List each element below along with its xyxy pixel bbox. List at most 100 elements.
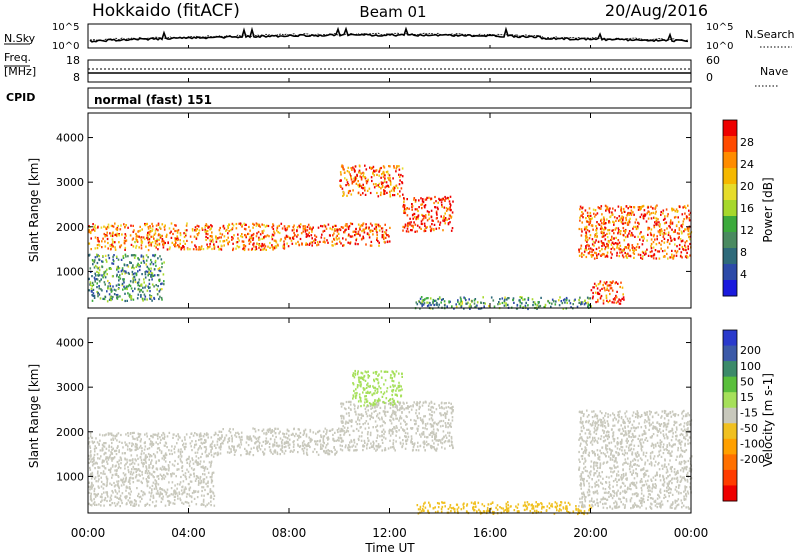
cpid-mode: normal (fast) 151 — [94, 93, 212, 107]
power-cbar-tick-1: 24 — [740, 158, 754, 171]
power-cbar-swatch-10 — [723, 280, 737, 297]
xtick-label-3: 12:00 — [372, 526, 407, 540]
noise-tick-bottom-right: 10^0 — [706, 41, 733, 52]
freq-tick-bottom: 8 — [73, 71, 80, 84]
xtick-label-4: 16:00 — [473, 526, 508, 540]
noise-tick-bottom-left: 10^0 — [52, 41, 79, 52]
vel-cbar-swatch-2 — [723, 361, 737, 378]
vel-cbar-swatch-3 — [723, 376, 737, 393]
vel-cbar-tick-2: 50 — [740, 375, 754, 388]
xtick-label-5: 20:00 — [573, 526, 608, 540]
vel-cbar-tick-7: -200 — [740, 453, 765, 466]
power-cbar-swatch-7 — [723, 232, 737, 249]
power-cbar-tick-0: 28 — [740, 136, 754, 149]
xaxis-label: Time UT — [364, 541, 415, 554]
power-region-5 — [402, 195, 454, 233]
power-cbar-tick-3: 16 — [740, 202, 754, 215]
vel-cbar-swatch-10 — [723, 485, 737, 502]
power-cbar-swatch-3 — [723, 168, 737, 185]
power-colorbar: 28 24 20 16 12 8 4 — [722, 119, 754, 297]
vel-cbar-swatch-7 — [723, 438, 737, 455]
nave-tick-bottom: 0 — [706, 71, 713, 84]
noise-panel: N.Sky 10^5 10^0 10^5 10^0 N.Search — [4, 22, 795, 52]
vel-cbar-swatch-8 — [723, 454, 737, 471]
velocity-data — [88, 369, 693, 516]
beam-label: Beam 01 — [359, 3, 426, 21]
vel-yticks-label-3: 4000 — [56, 337, 84, 350]
nave-label: Nave — [760, 65, 788, 78]
vel-cbar-swatch-4 — [723, 392, 737, 409]
velocity-region-1 — [213, 427, 340, 457]
vel-cbar-swatch-9 — [723, 469, 737, 486]
vel-yticks-label-0: 1000 — [56, 470, 84, 483]
xtick-label-1: 04:00 — [171, 526, 206, 540]
freq-unit-label: [MHz] — [4, 65, 36, 78]
power-panel: 1000 2000 3000 4000 Slant Range [km] 28 24 20… — [27, 112, 775, 311]
station-title: Hokkaido (fitACF) — [92, 1, 240, 21]
power-cbar-tick-5: 8 — [740, 246, 747, 259]
vel-cbar-tick-3: 15 — [740, 391, 754, 404]
vel-cbar-tick-0: 200 — [740, 344, 761, 357]
velocity-ylabel: Slant Range [km] — [27, 364, 41, 468]
vel-cbar-swatch-0 — [723, 330, 737, 347]
power-data — [88, 164, 693, 311]
xtick-label-0: 00:00 — [71, 526, 106, 540]
power-region-4 — [339, 164, 404, 198]
velocity-panel: 1000 2000 3000 4000 Slant Range [km] 200 100… — [27, 317, 775, 516]
velocity-region-2 — [339, 400, 454, 452]
power-region-1 — [88, 253, 165, 303]
x-axis: 00:00 04:00 08:00 12:00 16:00 20:00 00:00 — [71, 45, 709, 540]
power-colorbar-label: Power [dB] — [761, 177, 775, 242]
power-yticks-label-3: 4000 — [56, 132, 84, 145]
power-cbar-tick-4: 12 — [740, 224, 754, 237]
xtick-label-2: 08:00 — [272, 526, 307, 540]
freq-tick-top: 18 — [66, 54, 80, 67]
power-region-2 — [163, 222, 291, 252]
vel-yticks-label-2: 3000 — [56, 381, 84, 394]
power-cbar-swatch-6 — [723, 216, 737, 233]
vel-cbar-tick-6: -100 — [740, 437, 765, 450]
noise-search-line — [89, 32, 689, 42]
power-yticks-label-1: 2000 — [56, 221, 84, 234]
power-cbar-swatch-4 — [723, 184, 737, 201]
power-ylabel: Slant Range [km] — [27, 158, 41, 262]
vel-cbar-tick-1: 100 — [740, 360, 761, 373]
vel-yticks-label-1: 2000 — [56, 426, 84, 439]
freq-panel: Freq. [MHz] 18 8 60 0 Nave — [4, 51, 788, 87]
cpid-label: CPID — [6, 91, 35, 104]
noise-tick-top-right: 10^5 — [706, 22, 733, 33]
nave-tick-top: 60 — [706, 54, 720, 67]
vel-cbar-swatch-5 — [723, 407, 737, 424]
power-cbar-tick-2: 20 — [740, 180, 754, 193]
velocity-region-3 — [352, 369, 403, 408]
vel-cbar-tick-5: -50 — [740, 422, 758, 435]
vel-cbar-swatch-1 — [723, 345, 737, 362]
freq-label: Freq. — [4, 51, 31, 64]
power-cbar-tick-6: 4 — [740, 268, 747, 281]
cpid-panel: CPID normal (fast) 151 — [6, 87, 692, 109]
nsky-label: N.Sky — [4, 32, 36, 45]
velocity-colorbar-label: Velocity [m s-1] — [761, 373, 775, 467]
power-cbar-swatch-1 — [723, 136, 737, 153]
noise-tick-top-left: 10^5 — [52, 22, 79, 33]
power-region-7 — [578, 204, 693, 260]
vel-cbar-tick-4: -15 — [740, 406, 758, 419]
power-region-3 — [289, 222, 391, 247]
xtick-label-6: 00:00 — [674, 526, 709, 540]
velocity-region-0 — [88, 431, 216, 508]
power-cbar-swatch-0 — [723, 120, 737, 137]
power-yticks-label-2: 3000 — [56, 176, 84, 189]
power-cbar-swatch-8 — [723, 248, 737, 265]
velocity-colorbar: 200 100 50 15 -15 -50 -100 -200 — [722, 329, 765, 502]
power-region-8 — [590, 280, 625, 305]
power-yticks-label-0: 1000 — [56, 265, 84, 278]
nsearch-label: N.Search — [745, 28, 795, 41]
vel-cbar-swatch-6 — [723, 423, 737, 440]
power-cbar-swatch-9 — [723, 264, 737, 281]
velocity-region-5 — [578, 409, 693, 510]
power-region-0 — [88, 222, 165, 252]
date-label: 20/Aug/2016 — [605, 1, 708, 20]
noise-sky-line — [89, 26, 689, 43]
power-cbar-swatch-2 — [723, 152, 737, 169]
